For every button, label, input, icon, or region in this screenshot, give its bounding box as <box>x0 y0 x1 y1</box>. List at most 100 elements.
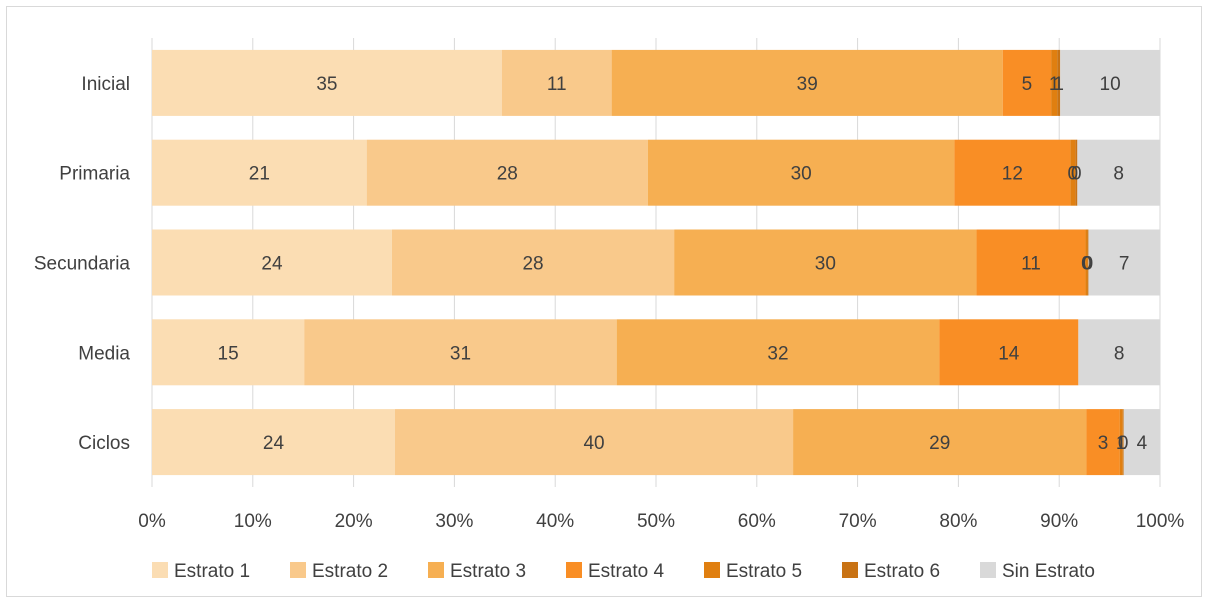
x-tick-label: 70% <box>839 511 877 532</box>
data-label: 30 <box>791 164 812 185</box>
x-tick-label: 80% <box>939 511 977 532</box>
bar-segment <box>1078 319 1160 386</box>
legend-swatch <box>704 562 720 578</box>
data-label: 15 <box>218 343 239 364</box>
bar-segment <box>939 319 1079 386</box>
data-label: 28 <box>497 164 518 185</box>
bar-segment <box>304 319 617 386</box>
category-labels: Inicial Primaria Secundaria Media Ciclos <box>34 74 131 454</box>
bar-segment <box>152 49 502 116</box>
bar-segment <box>152 229 392 296</box>
legend-label: Estrato 4 <box>588 561 664 582</box>
bar-segment <box>1087 229 1089 296</box>
data-label: 30 <box>815 254 836 275</box>
bar-segment <box>501 49 612 116</box>
legend-label: Estrato 6 <box>864 561 940 582</box>
data-label: 35 <box>316 74 337 95</box>
data-label: 0 <box>1071 164 1082 185</box>
bar-segment <box>1123 409 1160 476</box>
legend-label: Estrato 3 <box>450 561 526 582</box>
data-label: 0 <box>1068 164 1079 185</box>
x-axis-tick-labels: 0% 10% 20% 30% 40% 50% 60% 70% 80% 90% 100% <box>138 511 1184 532</box>
data-label: 11 <box>547 74 567 95</box>
bar-segment <box>394 409 794 476</box>
legend-label: Estrato 2 <box>312 561 388 582</box>
data-label: 0 <box>1083 254 1094 275</box>
data-label: 24 <box>261 254 283 275</box>
data-label: 1 <box>1053 74 1064 95</box>
legend-swatch <box>566 562 582 578</box>
bar-segment <box>1086 409 1120 476</box>
x-tick-label: 0% <box>138 511 166 532</box>
category-label: Inicial <box>81 74 130 95</box>
data-label: 7 <box>1119 254 1130 275</box>
data-label: 8 <box>1113 164 1124 185</box>
x-tick-label: 50% <box>637 511 675 532</box>
x-tick-label: 90% <box>1040 511 1078 532</box>
legend-label: Sin Estrato <box>1002 561 1095 582</box>
legend-swatch <box>980 562 996 578</box>
bar-segment <box>1088 229 1160 296</box>
data-label: 10 <box>1100 74 1121 95</box>
bar-segment <box>391 229 675 296</box>
bar-segment <box>1119 409 1123 476</box>
data-label: 29 <box>929 433 950 454</box>
data-label: 39 <box>797 74 818 95</box>
category-label: Primaria <box>59 164 130 185</box>
category-label: Ciclos <box>78 433 130 454</box>
category-label: Secundaria <box>34 254 131 275</box>
bar-segment <box>1077 139 1160 206</box>
data-label: 0 <box>1081 254 1092 275</box>
chart-frame <box>6 6 1202 597</box>
bar-segment <box>954 139 1071 206</box>
bar-segment <box>1085 229 1088 296</box>
category-label: Media <box>78 343 130 364</box>
data-label: 0 <box>1118 433 1129 454</box>
data-label: 31 <box>450 343 471 364</box>
bar-segment <box>152 319 305 386</box>
bar-segment <box>152 409 395 476</box>
data-label: 11 <box>1021 254 1041 275</box>
data-label: 32 <box>767 343 788 364</box>
x-tick-label: 30% <box>435 511 473 532</box>
bar-segment <box>674 229 977 296</box>
bar-segment <box>152 139 367 206</box>
bar-segment <box>611 49 1003 116</box>
bar-segment <box>616 319 940 386</box>
bar-segment <box>1051 49 1058 116</box>
legend-swatch <box>290 562 306 578</box>
data-label: 14 <box>998 343 1020 364</box>
legend-swatch <box>842 562 858 578</box>
bar-segment <box>1002 49 1052 116</box>
data-label: 4 <box>1137 433 1148 454</box>
bar-segment <box>366 139 648 206</box>
bar-segment <box>793 409 1087 476</box>
data-label: 40 <box>583 433 604 454</box>
legend: Estrato 1 Estrato 2 Estrato 3 Estrato 4 Estr… <box>152 561 1095 582</box>
bar-segment <box>1060 49 1160 116</box>
data-label: 1 <box>1116 433 1127 454</box>
bar-segment <box>1057 49 1061 116</box>
data-label: 12 <box>1002 164 1023 185</box>
data-label: 5 <box>1022 74 1033 95</box>
legend-swatch <box>428 562 444 578</box>
bar-segment <box>1075 139 1078 206</box>
data-label: 8 <box>1114 343 1125 364</box>
x-tick-label: 100% <box>1136 511 1185 532</box>
x-tick-label: 20% <box>335 511 373 532</box>
bar-segment <box>1070 139 1076 206</box>
x-tick-label: 10% <box>234 511 272 532</box>
bar-segment <box>647 139 955 206</box>
legend-label: Estrato 5 <box>726 561 802 582</box>
bar-segment <box>1122 409 1124 476</box>
data-label: 24 <box>263 433 285 454</box>
data-label: 1 <box>1049 74 1060 95</box>
x-tick-label: 40% <box>536 511 574 532</box>
data-label: 3 <box>1098 433 1109 454</box>
bars <box>152 49 1160 476</box>
legend-swatch <box>152 562 168 578</box>
legend-label: Estrato 1 <box>174 561 250 582</box>
bar-segment <box>976 229 1086 296</box>
